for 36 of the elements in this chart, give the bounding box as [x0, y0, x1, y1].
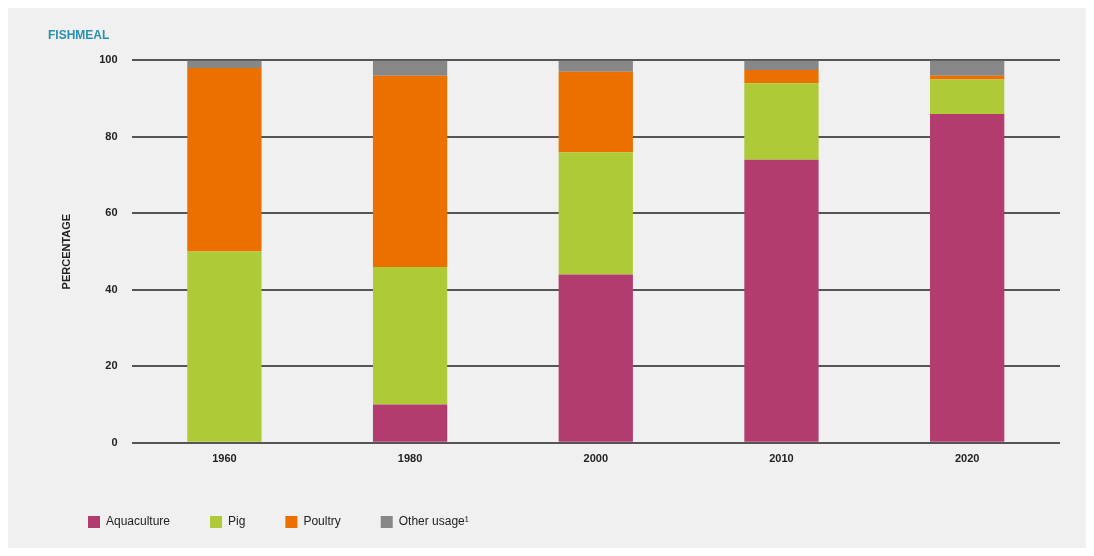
- bar: [930, 75, 1005, 80]
- y-tick-label: 60: [105, 206, 118, 219]
- y-axis-title: PERCENTAGE: [59, 213, 72, 290]
- bar: [372, 404, 448, 442]
- bar: [558, 71, 633, 153]
- x-tick-label: 1980: [397, 452, 423, 465]
- x-tick-label: 1960: [212, 452, 237, 465]
- bar: [187, 251, 262, 442]
- x-tick-label: 2000: [583, 452, 609, 465]
- y-tick-label: 100: [99, 53, 118, 66]
- y-tick-label: 0: [111, 435, 118, 448]
- bar: [558, 274, 633, 442]
- legend-label: Other usage¹: [398, 514, 469, 529]
- x-tick-label: 2010: [769, 452, 794, 465]
- bar: [930, 113, 1005, 442]
- legend-label: Poultry: [303, 514, 341, 529]
- bar: [558, 60, 633, 72]
- bar: [372, 266, 448, 405]
- bar: [744, 83, 819, 160]
- y-tick-label: 40: [105, 282, 118, 295]
- bar: [744, 159, 819, 442]
- bar: [744, 69, 819, 84]
- legend-label: Aquaculture: [106, 514, 171, 529]
- bar: [930, 60, 1005, 76]
- bar: [187, 68, 262, 252]
- chart-title: FISHMEAL: [48, 27, 110, 42]
- x-tick-label: 2020: [954, 452, 980, 465]
- bar: [187, 60, 262, 69]
- y-tick-label: 80: [105, 129, 118, 142]
- bar: [558, 152, 633, 275]
- bar: [744, 60, 819, 70]
- legend-label: Pig: [228, 514, 246, 529]
- bar: [930, 79, 1005, 114]
- bar: [372, 75, 448, 267]
- bar: [372, 60, 448, 76]
- y-tick-label: 20: [105, 359, 118, 372]
